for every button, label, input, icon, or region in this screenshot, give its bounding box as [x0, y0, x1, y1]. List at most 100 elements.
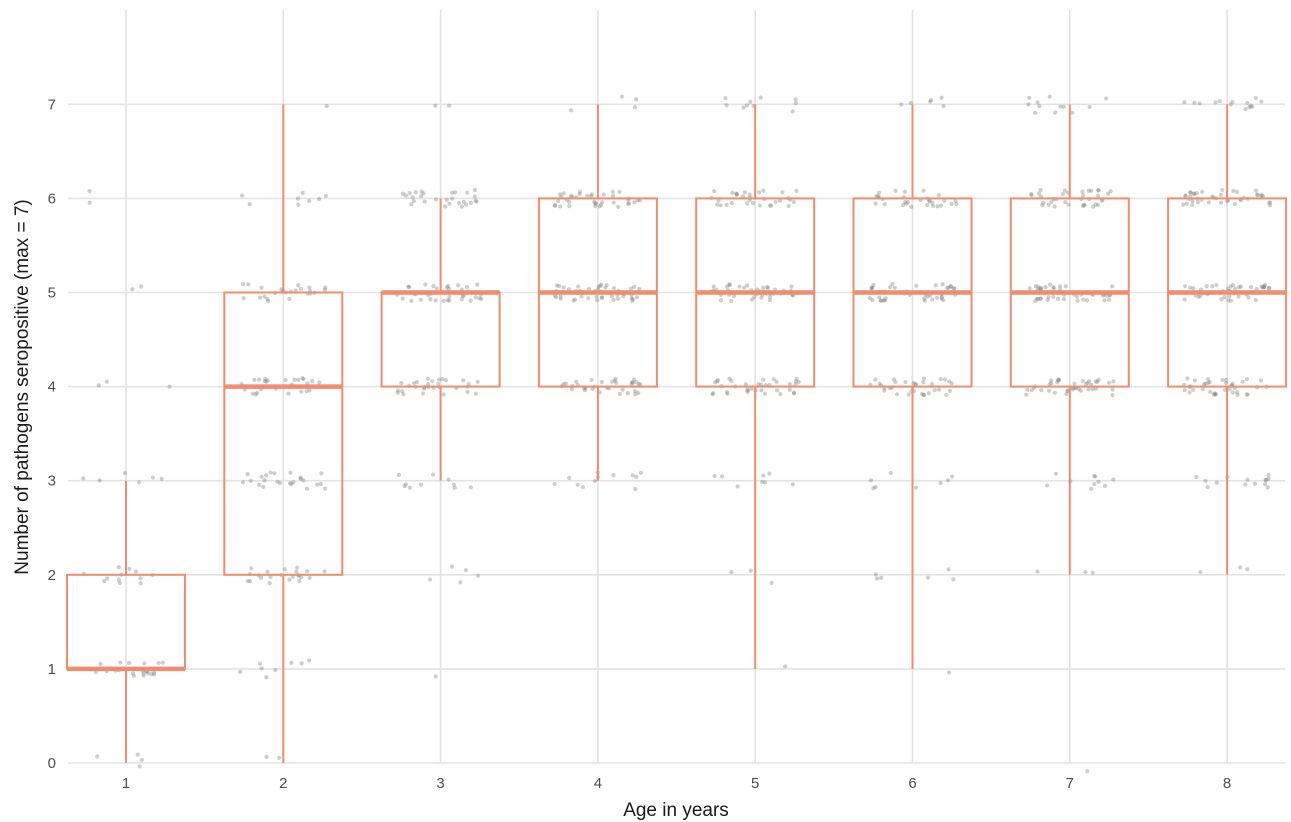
data-point — [875, 576, 880, 581]
data-point — [621, 293, 626, 299]
data-point — [558, 296, 563, 301]
data-point — [1231, 188, 1236, 194]
data-point — [777, 198, 783, 203]
data-point — [254, 390, 260, 396]
data-point — [925, 294, 930, 299]
data-point — [715, 202, 720, 207]
data-point — [954, 201, 959, 207]
data-point — [744, 201, 750, 206]
data-point — [1047, 388, 1052, 393]
data-point — [288, 470, 293, 475]
data-point — [1192, 100, 1197, 105]
data-point — [273, 667, 278, 673]
data-point — [903, 379, 908, 385]
data-point — [1086, 188, 1091, 193]
data-point — [737, 284, 742, 289]
data-point — [1220, 187, 1225, 193]
data-point — [567, 204, 572, 209]
data-point — [729, 298, 734, 304]
data-point — [632, 284, 637, 289]
data-point — [259, 666, 264, 671]
data-point — [930, 200, 935, 205]
data-point — [1091, 204, 1096, 209]
box-age-1 — [66, 480, 186, 763]
data-point — [152, 672, 157, 677]
data-point — [473, 198, 478, 203]
data-point — [1106, 380, 1112, 385]
data-point — [941, 298, 946, 303]
data-point — [1058, 104, 1063, 109]
data-point — [891, 377, 897, 382]
data-point — [715, 378, 720, 383]
x-tick-label-8: 8 — [1223, 775, 1231, 792]
data-point — [631, 377, 637, 382]
data-point — [921, 188, 926, 193]
data-point — [1248, 103, 1253, 108]
data-point — [874, 194, 879, 199]
data-point — [775, 388, 780, 393]
data-point — [1033, 284, 1038, 289]
data-point — [1084, 298, 1090, 303]
data-point — [601, 192, 606, 197]
data-point — [1102, 298, 1107, 303]
y-axis-title: Number of pathogens seropositive (max = … — [12, 199, 33, 574]
data-point — [636, 390, 641, 396]
data-point — [1248, 284, 1254, 290]
data-point — [1222, 387, 1227, 393]
data-point — [921, 392, 926, 398]
data-point — [1039, 388, 1044, 393]
data-point — [936, 387, 942, 392]
data-point — [746, 388, 751, 393]
data-point — [946, 670, 952, 675]
data-point — [436, 382, 441, 387]
data-point — [268, 470, 273, 475]
data-point — [946, 285, 951, 291]
data-point — [118, 660, 123, 665]
data-point — [561, 382, 566, 387]
box-layer — [66, 104, 1288, 763]
data-point — [715, 379, 720, 384]
data-point — [1228, 298, 1234, 303]
data-point — [718, 298, 724, 303]
data-point — [634, 295, 640, 300]
data-point — [1183, 193, 1188, 198]
data-point — [774, 379, 779, 384]
data-point — [930, 297, 935, 302]
data-point — [1188, 190, 1193, 195]
data-point — [257, 661, 263, 666]
data-point — [444, 285, 450, 290]
data-point — [400, 296, 405, 301]
data-point — [461, 378, 466, 383]
data-point — [437, 377, 442, 382]
data-point — [628, 286, 634, 291]
data-point — [1045, 483, 1050, 488]
data-point — [472, 187, 478, 193]
data-point — [1081, 297, 1086, 302]
data-point — [879, 298, 884, 303]
data-point — [909, 204, 914, 209]
data-point — [610, 193, 616, 198]
data-point — [307, 285, 312, 290]
jitter-points-layer — [81, 94, 1273, 774]
data-point — [473, 295, 478, 300]
data-point — [1227, 387, 1232, 392]
data-point — [613, 376, 618, 381]
data-point — [953, 198, 958, 203]
data-point — [1053, 110, 1058, 115]
data-point — [141, 673, 146, 678]
data-point — [743, 382, 748, 387]
data-point — [464, 285, 470, 290]
data-point — [951, 577, 956, 582]
data-point — [949, 381, 954, 386]
data-point — [293, 288, 298, 293]
data-point — [731, 293, 737, 299]
data-point — [283, 377, 288, 383]
data-point — [104, 379, 109, 384]
data-point — [1095, 379, 1100, 385]
data-point — [298, 475, 303, 480]
data-point — [590, 386, 595, 391]
data-point — [264, 675, 269, 680]
data-point — [1263, 477, 1268, 483]
box-age-6 — [852, 104, 973, 669]
data-point — [1225, 199, 1230, 204]
